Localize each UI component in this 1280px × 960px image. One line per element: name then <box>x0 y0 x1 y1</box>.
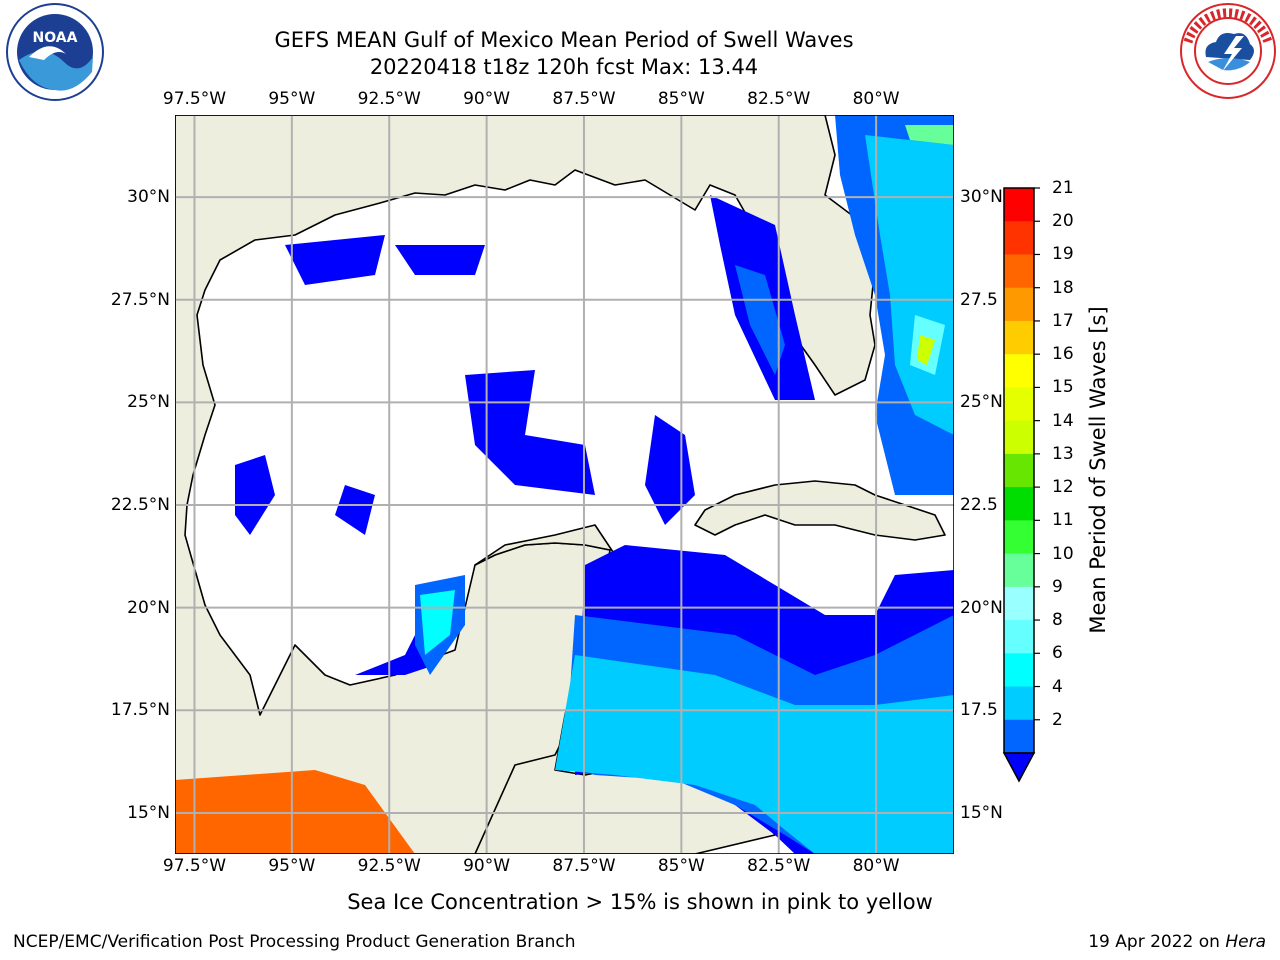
colorbar-bin-8 <box>1004 586 1034 621</box>
map-panel <box>175 115 954 854</box>
colorbar-tick-17: 17 <box>1052 310 1074 331</box>
lon-label-top-6: 82.5°W <box>747 89 811 109</box>
colorbar-frame <box>1003 187 1035 754</box>
footer-date: 19 Apr 2022 on <box>1088 932 1220 952</box>
lon-label-top-1: 95°W <box>268 89 316 109</box>
colorbar-bin-14 <box>1004 387 1034 422</box>
lat-label-right-6: 15°N <box>960 802 1003 823</box>
lat-label-right-1: 27.5 <box>960 289 998 310</box>
colorbar-tick-8: 8 <box>1052 610 1063 631</box>
swell-patch-14 <box>917 335 935 365</box>
sea-ice-note: Sea Ice Concentration > 15% is shown in … <box>347 890 933 914</box>
colorbar-tick-10: 10 <box>1052 543 1074 564</box>
lon-label-bottom-5: 85°W <box>657 856 705 876</box>
lon-label-bottom-4: 87.5°W <box>552 856 616 876</box>
noaa-logo: NOAA <box>6 3 104 101</box>
lon-label-top-5: 85°W <box>657 89 705 109</box>
swell-patch-0 <box>285 235 385 285</box>
lat-label-right-0: 30°N <box>960 187 1003 208</box>
colorbar-bin-16 <box>1004 320 1034 355</box>
lon-label-bottom-6: 82.5°W <box>747 856 811 876</box>
lon-label-top-0: 97.5°W <box>162 89 227 109</box>
colorbar-tick-6: 6 <box>1052 643 1063 664</box>
lat-label-left-1: 27.5°N <box>110 289 170 310</box>
colorbar-bin-17 <box>1004 287 1034 322</box>
colorbar-tick-11: 11 <box>1052 510 1074 531</box>
colorbar-bin-19 <box>1004 221 1034 255</box>
colorbar <box>1002 187 1040 783</box>
footer-left: NCEP/EMC/Verification Post Processing Pr… <box>13 932 576 952</box>
swell-patch-18 <box>555 655 954 854</box>
colorbar-bin-10 <box>1004 520 1034 555</box>
swell-patch-5 <box>645 415 695 525</box>
lat-label-left-3: 22.5°N <box>110 495 170 516</box>
footer-host: Hera <box>1225 932 1266 952</box>
colorbar-tick-13: 13 <box>1052 443 1074 464</box>
swell-patch-10 <box>420 590 455 655</box>
colorbar-tick-20: 20 <box>1052 211 1074 232</box>
colorbar-tick-2: 2 <box>1052 709 1063 730</box>
lon-label-bottom-0: 97.5°W <box>162 856 227 876</box>
colorbar-bin-4 <box>1004 686 1034 721</box>
colorbar-bin-20 <box>1004 188 1034 222</box>
noaa-logo-text: NOAA <box>33 30 78 46</box>
colorbar-under-extension <box>1002 752 1036 783</box>
lon-label-bottom-2: 92.5°W <box>357 856 421 876</box>
lon-label-bottom-7: 80°W <box>852 856 900 876</box>
colorbar-tick-12: 12 <box>1052 477 1074 498</box>
colorbar-tick-18: 18 <box>1052 277 1074 298</box>
colorbar-bin-9 <box>1004 553 1034 588</box>
colorbar-bin-11 <box>1004 487 1034 521</box>
colorbar-bin-7 <box>1004 620 1034 654</box>
swell-patch-15 <box>905 125 954 145</box>
land-cuba <box>694 480 946 541</box>
lon-label-bottom-3: 90°W <box>463 856 511 876</box>
colorbar-bin-2 <box>1004 719 1034 754</box>
colorbar-tick-21: 21 <box>1052 178 1074 198</box>
swell-patch-3 <box>735 265 785 375</box>
lon-label-bottom-1: 95°W <box>268 856 316 876</box>
colorbar-tick-9: 9 <box>1052 576 1063 597</box>
lat-label-right-4: 20°N <box>960 597 1003 618</box>
lat-label-left-4: 20°N <box>127 597 170 618</box>
chart-subtitle: 20220418 t18z 120h fcst Max: 13.44 <box>369 55 759 79</box>
lat-label-left-0: 30°N <box>127 187 170 208</box>
swell-patch-6 <box>235 455 275 535</box>
chart-title: GEFS MEAN Gulf of Mexico Mean Period of … <box>274 28 854 52</box>
colorbar-bin-13 <box>1004 420 1034 455</box>
lon-label-top-2: 92.5°W <box>357 89 421 109</box>
colorbar-tick-14: 14 <box>1052 410 1074 431</box>
lon-label-top-3: 90°W <box>463 89 511 109</box>
lat-label-left-2: 25°N <box>127 392 170 413</box>
colorbar-tick-16: 16 <box>1052 344 1074 365</box>
colorbar-bin-12 <box>1004 453 1034 488</box>
colorbar-bin-15 <box>1004 354 1034 388</box>
colorbar-label: Mean Period of Swell Waves [s] <box>1086 306 1110 634</box>
swell-field-layer <box>175 115 954 854</box>
footer-right: 19 Apr 2022 on Hera <box>1088 932 1266 952</box>
swell-patch-1 <box>395 245 485 275</box>
swell-patch-4 <box>465 370 595 495</box>
lat-label-right-2: 25°N <box>960 392 1003 413</box>
lat-label-left-6: 15°N <box>127 802 170 823</box>
lat-label-right-3: 22.5 <box>960 495 998 516</box>
lat-label-right-5: 17.5 <box>960 700 998 721</box>
lat-label-left-5: 17.5°N <box>110 700 170 721</box>
swell-patch-7 <box>335 485 375 535</box>
lon-label-top-7: 80°W <box>852 89 900 109</box>
colorbar-bin-6 <box>1004 653 1034 688</box>
colorbar-tick-15: 15 <box>1052 377 1074 398</box>
graticule <box>175 115 954 854</box>
colorbar-bin-18 <box>1004 254 1034 289</box>
colorbar-tick-19: 19 <box>1052 244 1074 265</box>
colorbar-tick-4: 4 <box>1052 676 1063 697</box>
lon-label-top-4: 87.5°W <box>552 89 616 109</box>
nws-logo <box>1180 3 1276 99</box>
